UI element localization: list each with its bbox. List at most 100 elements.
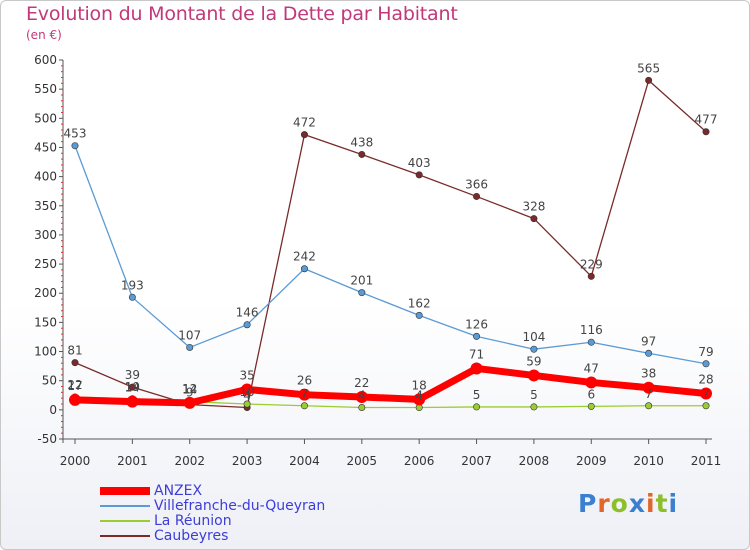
data-label-caubeyres: 477 — [695, 113, 718, 127]
data-label-villefranche-du-queyran: 242 — [293, 250, 316, 264]
legend-swatch-caubeyres — [100, 535, 150, 537]
data-label-la-r-union: 5 — [473, 388, 481, 402]
data-label-anzex: 71 — [469, 347, 484, 361]
logo-letter: P — [578, 489, 598, 518]
y-tick-label: 0 — [49, 403, 57, 417]
data-label-la-r-union: 7 — [301, 387, 309, 401]
data-label-anzex: 22 — [354, 376, 369, 390]
data-label-caubeyres: 39 — [125, 368, 140, 382]
logo-letter: x — [628, 489, 646, 518]
data-point-villefranche-du-queyran — [702, 360, 710, 368]
data-point-caubeyres — [415, 171, 423, 179]
logo-letter: r — [597, 489, 611, 518]
legend-label-anzex: ANZEX — [154, 483, 203, 499]
logo-letter: i — [646, 489, 656, 518]
logo-letter: i — [668, 489, 679, 518]
data-label-anzex: 17 — [67, 379, 82, 393]
x-tick-label: 2011 — [691, 454, 722, 468]
data-label-caubeyres: 81 — [67, 344, 82, 358]
series-line-caubeyres — [74, 79, 707, 409]
data-label-caubeyres: 328 — [522, 200, 545, 214]
data-point-villefranche-du-queyran — [358, 289, 366, 297]
data-point-la-r-union — [300, 402, 308, 410]
data-label-villefranche-du-queyran: 126 — [465, 317, 488, 331]
data-label-anzex: 35 — [239, 368, 254, 382]
y-tick-label: 600 — [34, 53, 57, 67]
data-point-la-r-union — [358, 404, 366, 412]
data-label-anzex: 28 — [698, 373, 713, 387]
data-label-caubeyres: 565 — [637, 61, 660, 75]
data-label-villefranche-du-queyran: 97 — [641, 334, 656, 348]
data-point-la-r-union — [473, 403, 481, 411]
data-point-la-r-union — [587, 402, 595, 410]
x-tick-label: 2009 — [576, 454, 607, 468]
proxiti-logo: Proxiti — [578, 489, 678, 518]
data-label-anzex: 38 — [641, 367, 656, 381]
data-label-villefranche-du-queyran: 453 — [64, 127, 87, 141]
data-point-anzex — [470, 362, 483, 375]
data-point-villefranche-du-queyran — [415, 311, 423, 319]
y-tick-label: 50 — [42, 374, 57, 388]
data-label-caubeyres: 4 — [243, 389, 251, 403]
data-label-caubeyres: 472 — [293, 116, 316, 130]
series-layer — [69, 76, 712, 412]
data-label-caubeyres: 229 — [580, 257, 603, 271]
data-point-anzex — [642, 381, 655, 394]
y-tick-label: 500 — [34, 111, 57, 125]
y-tick-label: 350 — [34, 199, 57, 213]
data-label-caubeyres: 438 — [350, 135, 373, 149]
series-line-anzex — [71, 364, 710, 407]
data-label-la-r-union: 19 — [125, 380, 140, 394]
data-label-la-r-union: 22 — [67, 378, 82, 392]
data-label-la-r-union: 6 — [587, 387, 595, 401]
y-tick-label: -50 — [37, 432, 57, 446]
logo-letter: t — [655, 489, 669, 518]
data-point-caubeyres — [645, 76, 653, 84]
data-label-caubeyres: 9 — [186, 386, 194, 400]
data-label-la-r-union: 4 — [358, 389, 366, 403]
data-label-anzex: 26 — [297, 374, 312, 388]
data-point-villefranche-du-queyran — [71, 142, 79, 150]
data-point-caubeyres — [71, 359, 79, 367]
data-point-anzex — [69, 393, 81, 406]
x-tick-label: 2003 — [232, 454, 263, 468]
data-point-caubeyres — [128, 383, 136, 391]
data-label-la-r-union: 7 — [645, 387, 653, 401]
data-point-anzex — [527, 369, 540, 382]
data-label-villefranche-du-queyran: 104 — [522, 330, 545, 344]
data-point-caubeyres — [530, 215, 538, 223]
x-tick-label: 2010 — [633, 454, 664, 468]
data-label-la-r-union: 7 — [702, 387, 710, 401]
data-point-caubeyres — [300, 131, 308, 139]
x-tick-label: 2008 — [519, 454, 550, 468]
data-label-villefranche-du-queyran: 201 — [350, 274, 373, 288]
data-point-villefranche-du-queyran — [530, 345, 538, 353]
legend-swatch-villefranche — [100, 505, 150, 507]
data-point-villefranche-du-queyran — [300, 265, 308, 273]
chart-axes: -50 0 50 100 150 200 250 300 350 400 450 500 550 600 2… — [34, 53, 721, 468]
data-label-villefranche-du-queyran: 162 — [408, 296, 431, 310]
data-point-la-r-union — [530, 403, 538, 411]
data-point-villefranche-du-queyran — [186, 343, 194, 351]
data-point-anzex — [413, 393, 426, 406]
y-tick-label: 100 — [34, 345, 57, 359]
chart-subtitle: (en €) — [26, 28, 62, 42]
legend-label-la-reunion: La Réunion — [154, 513, 232, 529]
data-point-la-r-union — [645, 402, 653, 410]
data-label-anzex: 14 — [125, 381, 140, 395]
x-tick-label: 2005 — [347, 454, 378, 468]
data-point-caubeyres — [702, 128, 710, 136]
data-label-caubeyres: 403 — [408, 156, 431, 170]
data-point-villefranche-du-queyran — [243, 321, 251, 329]
logo-letter: o — [610, 489, 629, 518]
data-point-anzex — [298, 388, 311, 401]
data-point-villefranche-du-queyran — [473, 332, 481, 340]
data-label-villefranche-du-queyran: 79 — [698, 345, 713, 359]
y-tick-label: 200 — [34, 286, 57, 300]
x-tick-label: 2002 — [174, 454, 205, 468]
x-tick-label: 2006 — [404, 454, 435, 468]
data-point-villefranche-du-queyran — [645, 349, 653, 357]
